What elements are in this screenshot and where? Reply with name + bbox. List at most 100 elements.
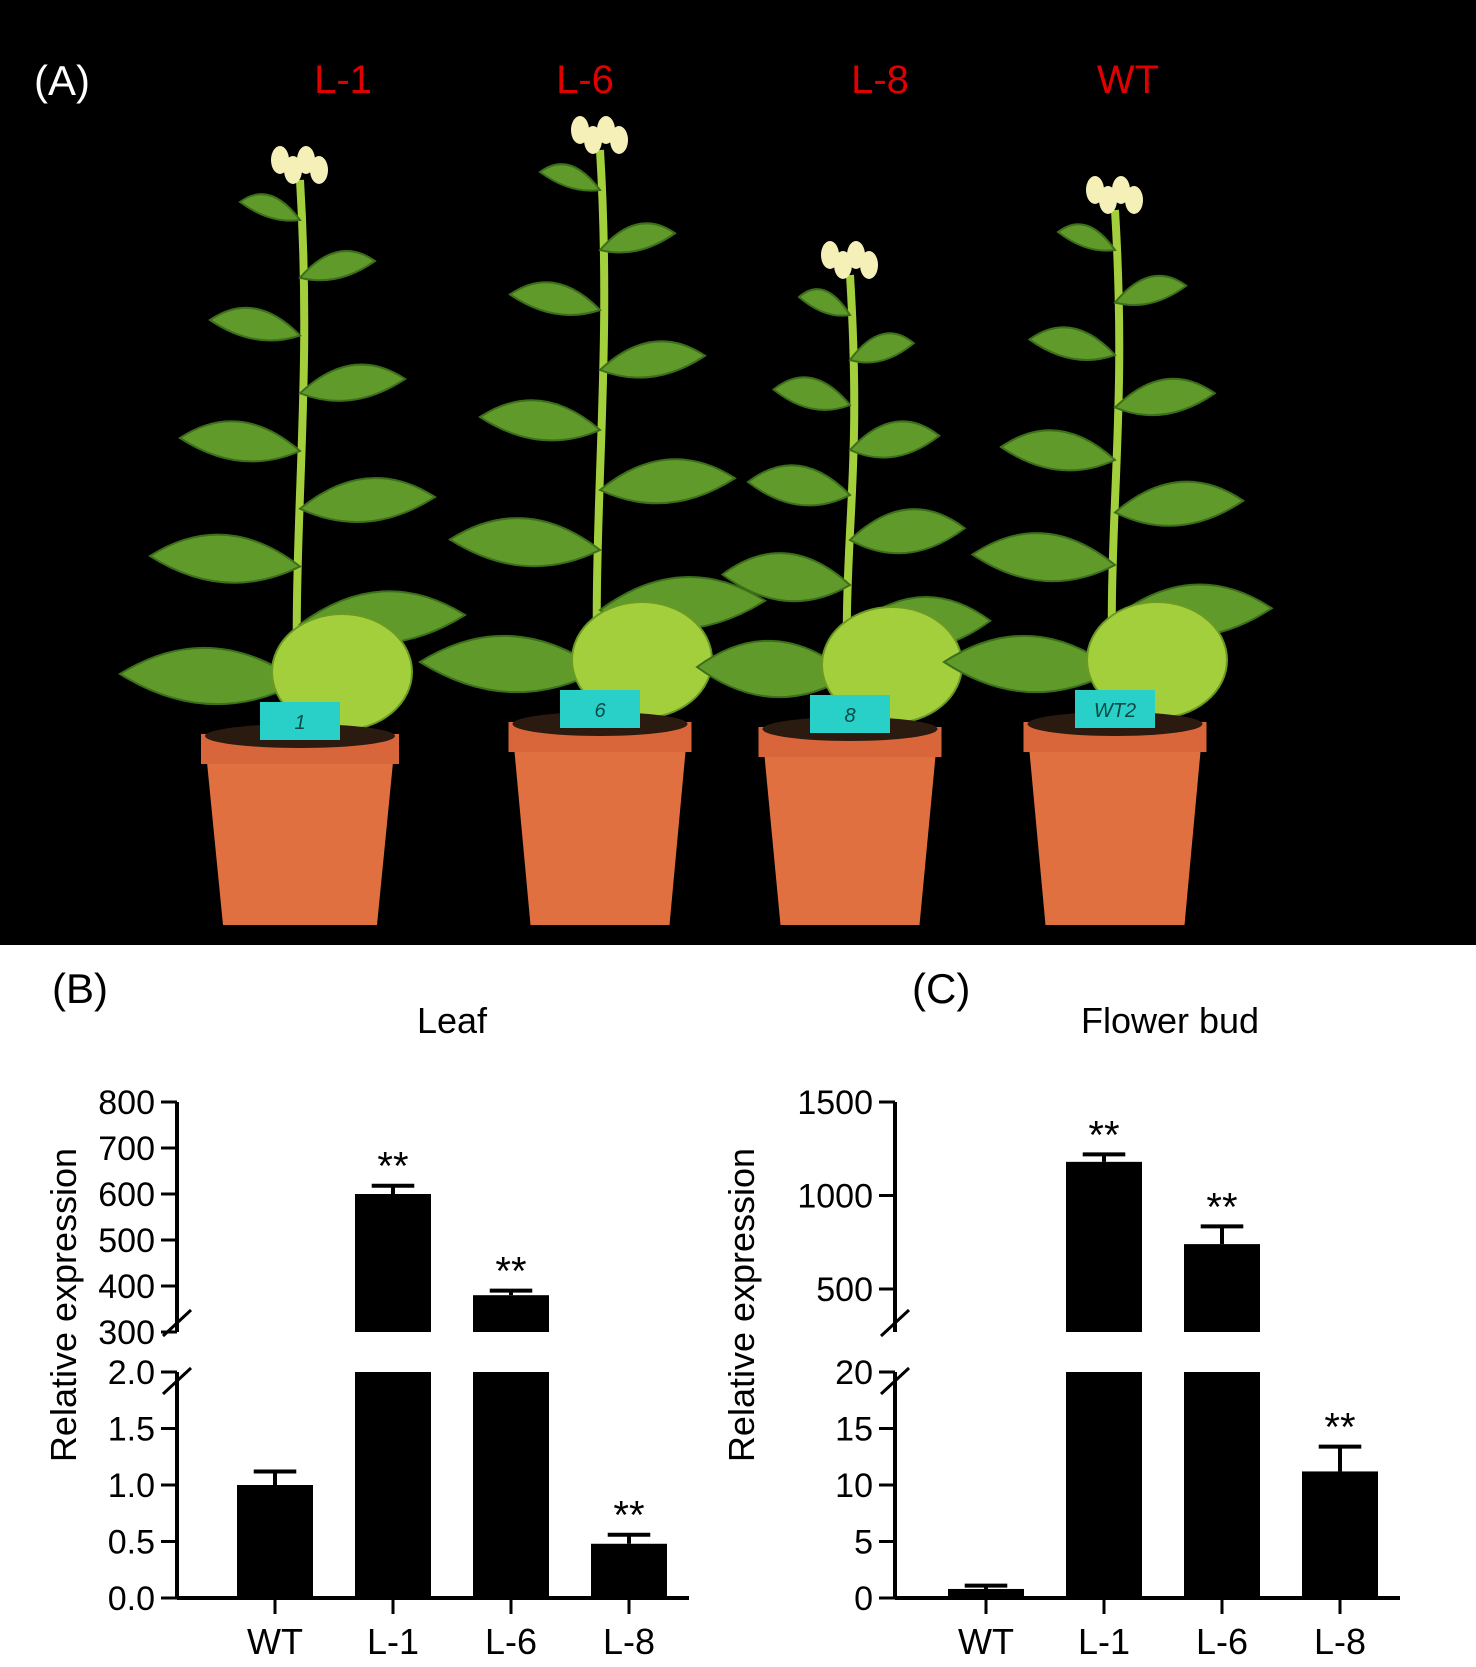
plant-photo: 1 6 8 WT2 bbox=[118, 116, 1274, 925]
y-tick-label: 1.0 bbox=[108, 1467, 155, 1505]
leaf bbox=[508, 281, 602, 316]
panel-c-label: (C) bbox=[912, 965, 970, 1012]
bar-wt bbox=[237, 1485, 313, 1598]
y-tick-label: 1.5 bbox=[108, 1411, 155, 1449]
x-tick-label: L-1 bbox=[1078, 1621, 1130, 1662]
panel-c-chart: (C) Flower bud Relative expression 0 5 10 1… bbox=[721, 965, 1400, 1662]
significance-label: ** bbox=[495, 1250, 526, 1294]
leaf bbox=[1113, 274, 1188, 306]
leaf bbox=[771, 376, 852, 411]
pot bbox=[1027, 730, 1203, 925]
y-tick-label: 400 bbox=[98, 1268, 155, 1306]
y-tick-label: 300 bbox=[98, 1314, 155, 1352]
leaf bbox=[848, 420, 941, 459]
panel-b-title: Leaf bbox=[417, 1000, 488, 1041]
x-tick-label: WT bbox=[247, 1621, 303, 1662]
leaf bbox=[418, 634, 602, 694]
axis-break-mark bbox=[161, 1366, 193, 1396]
leaf bbox=[478, 399, 602, 442]
leaf bbox=[538, 163, 602, 192]
leaf bbox=[298, 363, 407, 402]
x-tick-label: L-1 bbox=[367, 1621, 419, 1662]
leaf bbox=[720, 552, 852, 603]
y-tick-label: 500 bbox=[98, 1222, 155, 1260]
plant-label-l6: L-6 bbox=[556, 58, 614, 102]
pot bbox=[762, 735, 938, 925]
plant-wt: WT2 bbox=[942, 176, 1274, 925]
plant-label-wt: WT bbox=[1097, 58, 1159, 102]
leaf bbox=[298, 477, 437, 523]
axis-break-mark bbox=[879, 1308, 911, 1338]
y-tick-label: 600 bbox=[98, 1176, 155, 1214]
y-tick-label: 0 bbox=[854, 1580, 873, 1618]
leaf bbox=[970, 532, 1117, 583]
bar-l-1-upper bbox=[1066, 1161, 1142, 1332]
y-tick-label: 0.5 bbox=[108, 1524, 155, 1562]
panel-b-ylabel: Relative expression bbox=[43, 1148, 84, 1462]
plant-tag: 8 bbox=[810, 695, 890, 733]
panel-a-label: (A) bbox=[34, 57, 90, 104]
y-tick-label: 15 bbox=[835, 1411, 873, 1449]
leaf bbox=[598, 458, 737, 505]
leaf bbox=[598, 222, 677, 254]
leaf bbox=[208, 306, 302, 342]
leaf bbox=[848, 508, 967, 555]
significance-label: ** bbox=[1324, 1406, 1355, 1450]
leaf bbox=[797, 288, 852, 317]
panel-c-title: Flower bud bbox=[1081, 1000, 1259, 1041]
flower bbox=[310, 156, 328, 184]
plant-l-1: 1 bbox=[118, 146, 467, 925]
x-tick-label: L-8 bbox=[1314, 1621, 1366, 1662]
significance-label: ** bbox=[377, 1145, 408, 1189]
y-tick-label: 800 bbox=[98, 1084, 155, 1122]
leaf bbox=[1113, 480, 1246, 527]
flower bbox=[860, 251, 878, 279]
panel-a: (A) L-1 L-6 L-8 WT 1 6 8 WT2 bbox=[0, 0, 1476, 945]
significance-label: ** bbox=[1206, 1185, 1237, 1229]
significance-label: ** bbox=[1088, 1113, 1119, 1157]
leaf bbox=[448, 517, 602, 568]
leaf bbox=[1027, 326, 1117, 361]
leaf bbox=[695, 640, 852, 699]
leaf bbox=[598, 340, 707, 379]
y-tick-label: 1000 bbox=[797, 1177, 873, 1215]
plant-tag: 6 bbox=[560, 690, 640, 728]
bar-l-1-upper bbox=[355, 1194, 431, 1332]
y-tick-label: 20 bbox=[835, 1354, 873, 1392]
leaf bbox=[942, 634, 1117, 694]
leaf bbox=[848, 332, 916, 364]
bar-l-1-lower bbox=[1066, 1372, 1142, 1598]
plant-label-l1: L-1 bbox=[314, 58, 372, 102]
leaf bbox=[1113, 377, 1217, 417]
bar-l-6-lower bbox=[1184, 1372, 1260, 1598]
y-tick-label: 2.0 bbox=[108, 1354, 155, 1392]
tag-text: 1 bbox=[294, 712, 305, 734]
tag-text: 8 bbox=[844, 705, 855, 727]
plant-l-6: 6 bbox=[418, 116, 767, 925]
leaf bbox=[148, 533, 302, 584]
x-tick-label: L-6 bbox=[485, 1621, 537, 1662]
tag-card bbox=[560, 690, 640, 728]
leaf bbox=[178, 420, 302, 463]
bar-l-8 bbox=[591, 1543, 667, 1598]
bar-l-6-lower bbox=[473, 1372, 549, 1598]
plant-l-8: 8 bbox=[695, 241, 992, 925]
bar-l-6-upper bbox=[473, 1295, 549, 1332]
y-tick-label: 0.0 bbox=[108, 1580, 155, 1618]
y-tick-label: 1500 bbox=[797, 1084, 873, 1122]
significance-label: ** bbox=[613, 1494, 644, 1538]
x-tick-label: L-6 bbox=[1196, 1621, 1248, 1662]
bar-l-8 bbox=[1302, 1471, 1378, 1598]
tag-text: WT2 bbox=[1094, 700, 1136, 722]
flower bbox=[610, 126, 628, 154]
leaf bbox=[298, 250, 377, 282]
leaf bbox=[999, 429, 1117, 472]
y-tick-label: 700 bbox=[98, 1130, 155, 1168]
bar-wt bbox=[948, 1588, 1024, 1598]
panel-b-label: (B) bbox=[52, 965, 108, 1012]
leaf bbox=[238, 193, 302, 222]
tag-card bbox=[1075, 690, 1155, 728]
y-tick-label: 5 bbox=[854, 1524, 873, 1562]
leaf bbox=[118, 646, 302, 706]
